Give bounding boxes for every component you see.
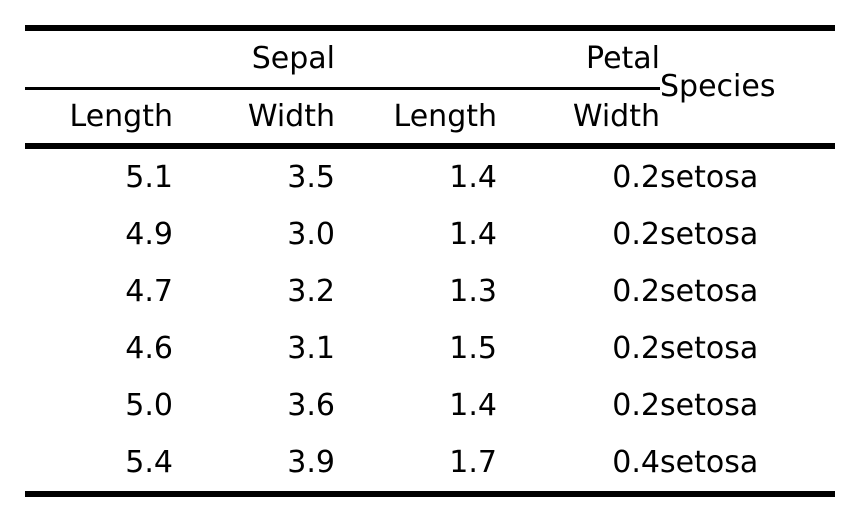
table-row: 5.1 3.5 1.4 0.2 setosa xyxy=(25,143,836,206)
cell-sepal-length: 5.1 xyxy=(25,143,173,206)
table-row: 4.7 3.2 1.3 0.2 setosa xyxy=(25,263,835,320)
cell-petal-width: 0.2 xyxy=(612,330,661,366)
cell-sepal-length: 4.7 xyxy=(125,273,173,309)
cell-sepal-width: 3.0 xyxy=(287,216,336,252)
spanner-header-row: Sepal Petal Species xyxy=(25,28,835,102)
cell-sepal-length: 5.0 xyxy=(125,387,173,423)
cell-sepal-width: 3.1 xyxy=(287,330,336,366)
cell-petal-width: 0.4 xyxy=(612,444,661,480)
cell-sepal-length: 4.6 xyxy=(125,330,173,366)
subheader-row: Length Width Length Width xyxy=(25,89,835,147)
cell-sepal-width: 3.2 xyxy=(287,273,336,309)
cell-species: setosa xyxy=(660,387,759,423)
iris-data-table: Sepal Petal Species Length Width Length … xyxy=(25,25,836,497)
header-species: Species xyxy=(660,69,776,104)
cell-petal-width: 0.2 xyxy=(612,216,661,252)
cell-sepal-length: 5.4 xyxy=(125,444,173,480)
cell-petal-width: 0.2 xyxy=(497,143,661,206)
header-sepal-width: Width xyxy=(247,98,336,134)
cell-petal-length: 1.4 xyxy=(449,216,498,252)
cell-species: setosa xyxy=(660,273,759,309)
header-petal-width: Width xyxy=(572,98,661,134)
cell-petal-length: 1.5 xyxy=(449,330,498,366)
cell-species: setosa xyxy=(660,330,759,366)
table-row: 4.6 3.1 1.5 0.2 setosa xyxy=(25,320,835,377)
cell-petal-width: 0.2 xyxy=(612,387,661,423)
cell-sepal-length: 4.9 xyxy=(125,216,173,252)
cell-sepal-width: 3.5 xyxy=(173,143,336,206)
table-row: 5.4 3.9 1.7 0.4 setosa xyxy=(25,434,835,494)
cell-petal-length: 1.3 xyxy=(449,273,498,309)
cell-petal-length: 1.7 xyxy=(449,444,498,480)
cell-petal-length: 1.4 xyxy=(335,143,498,206)
table-row: 5.0 3.6 1.4 0.2 setosa xyxy=(25,377,835,434)
spanner-petal: Petal xyxy=(335,28,661,90)
cell-species: setosa xyxy=(660,143,836,206)
table-row: 4.9 3.0 1.4 0.2 setosa xyxy=(25,206,835,263)
cell-petal-length: 1.4 xyxy=(449,387,498,423)
cell-sepal-width: 3.6 xyxy=(287,387,336,423)
cell-species: setosa xyxy=(660,444,759,480)
header-sepal-length: Length xyxy=(69,98,173,134)
cell-petal-width: 0.2 xyxy=(612,273,661,309)
header-petal-length: Length xyxy=(393,98,498,134)
cell-sepal-width: 3.9 xyxy=(287,444,336,480)
spanner-sepal: Sepal xyxy=(25,28,336,90)
cell-species: setosa xyxy=(660,216,759,252)
